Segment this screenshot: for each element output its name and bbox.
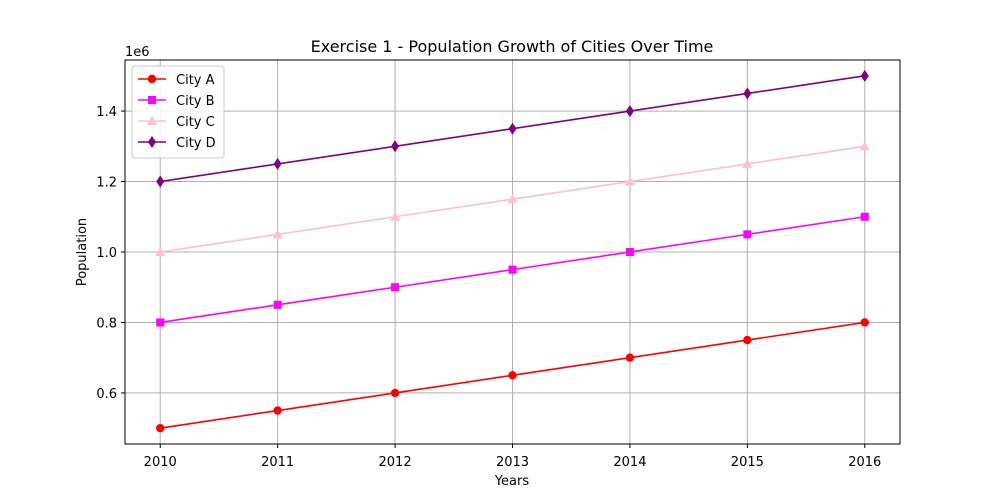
series-city-d <box>156 69 869 188</box>
grid <box>125 60 900 444</box>
data-point-city-d <box>625 105 634 118</box>
data-point-city-d <box>860 69 869 82</box>
y-tick-label: 0.6 <box>96 387 117 402</box>
y-tick-label: 1.0 <box>96 246 117 261</box>
data-point-city-d <box>508 122 517 135</box>
x-tick-label: 2012 <box>379 455 412 470</box>
data-point-city-c <box>272 229 283 239</box>
legend-label: City D <box>176 136 216 151</box>
axis-ticks: 2010 2011 2012 2013 2014 2015 2016 0.6 0.8 1.0 1.2… <box>96 105 881 470</box>
data-point-city-b <box>743 230 752 239</box>
x-tick-label: 2014 <box>613 455 646 470</box>
data-point-city-d <box>156 175 165 188</box>
legend-label: City A <box>176 73 215 88</box>
legend-marker <box>148 96 156 104</box>
data-point-city-c <box>507 194 518 204</box>
data-point-city-a <box>743 335 752 345</box>
legend-label: City B <box>176 94 215 109</box>
y-axis-offset-label: 1e6 <box>125 45 150 60</box>
data-point-city-c <box>155 247 166 256</box>
x-tick-label: 2016 <box>848 455 881 470</box>
data-point-city-b <box>860 212 869 221</box>
chart-title: Exercise 1 - Population Growth of Cities… <box>311 37 714 56</box>
x-tick-label: 2011 <box>261 455 294 470</box>
series-lines <box>155 69 870 433</box>
series-city-b <box>156 212 869 327</box>
data-point-city-a <box>156 423 165 433</box>
data-point-city-a <box>273 406 282 415</box>
data-point-city-a <box>860 318 869 327</box>
x-tick-label: 2013 <box>496 455 529 470</box>
data-point-city-c <box>859 141 870 151</box>
data-point-city-b <box>273 300 282 309</box>
series-city-c <box>155 141 870 256</box>
data-point-city-d <box>391 140 400 153</box>
y-axis-label: Population <box>75 218 90 286</box>
data-point-city-a <box>625 353 635 362</box>
data-point-city-b <box>391 283 400 292</box>
x-tick-label: 2010 <box>144 455 177 470</box>
x-tick-label: 2015 <box>731 455 764 470</box>
legend: City A City B City C City D <box>131 65 225 159</box>
legend-item-city-b: City B <box>138 94 215 109</box>
data-point-city-d <box>273 157 282 170</box>
data-point-city-d <box>743 87 752 100</box>
legend-marker <box>148 136 156 148</box>
legend-box <box>131 65 225 159</box>
legend-item-city-c: City C <box>138 115 215 130</box>
y-tick-label: 1.2 <box>96 176 117 191</box>
series-city-a <box>156 318 869 433</box>
data-point-city-c <box>624 176 635 186</box>
x-axis-label: Years <box>494 474 530 489</box>
legend-item-city-a: City A <box>138 73 215 88</box>
data-point-city-c <box>390 211 401 221</box>
data-point-city-b <box>156 318 165 327</box>
legend-marker <box>147 116 157 125</box>
data-point-city-a <box>508 371 517 380</box>
legend-item-city-d: City D <box>138 136 216 151</box>
legend-label: City C <box>176 115 215 130</box>
y-tick-label: 0.8 <box>96 316 117 331</box>
data-point-city-c <box>742 158 753 168</box>
legend-marker <box>147 74 157 84</box>
data-point-city-b <box>625 248 634 256</box>
data-point-city-b <box>508 265 517 274</box>
data-point-city-a <box>390 388 400 398</box>
y-tick-label: 1.4 <box>96 105 117 120</box>
